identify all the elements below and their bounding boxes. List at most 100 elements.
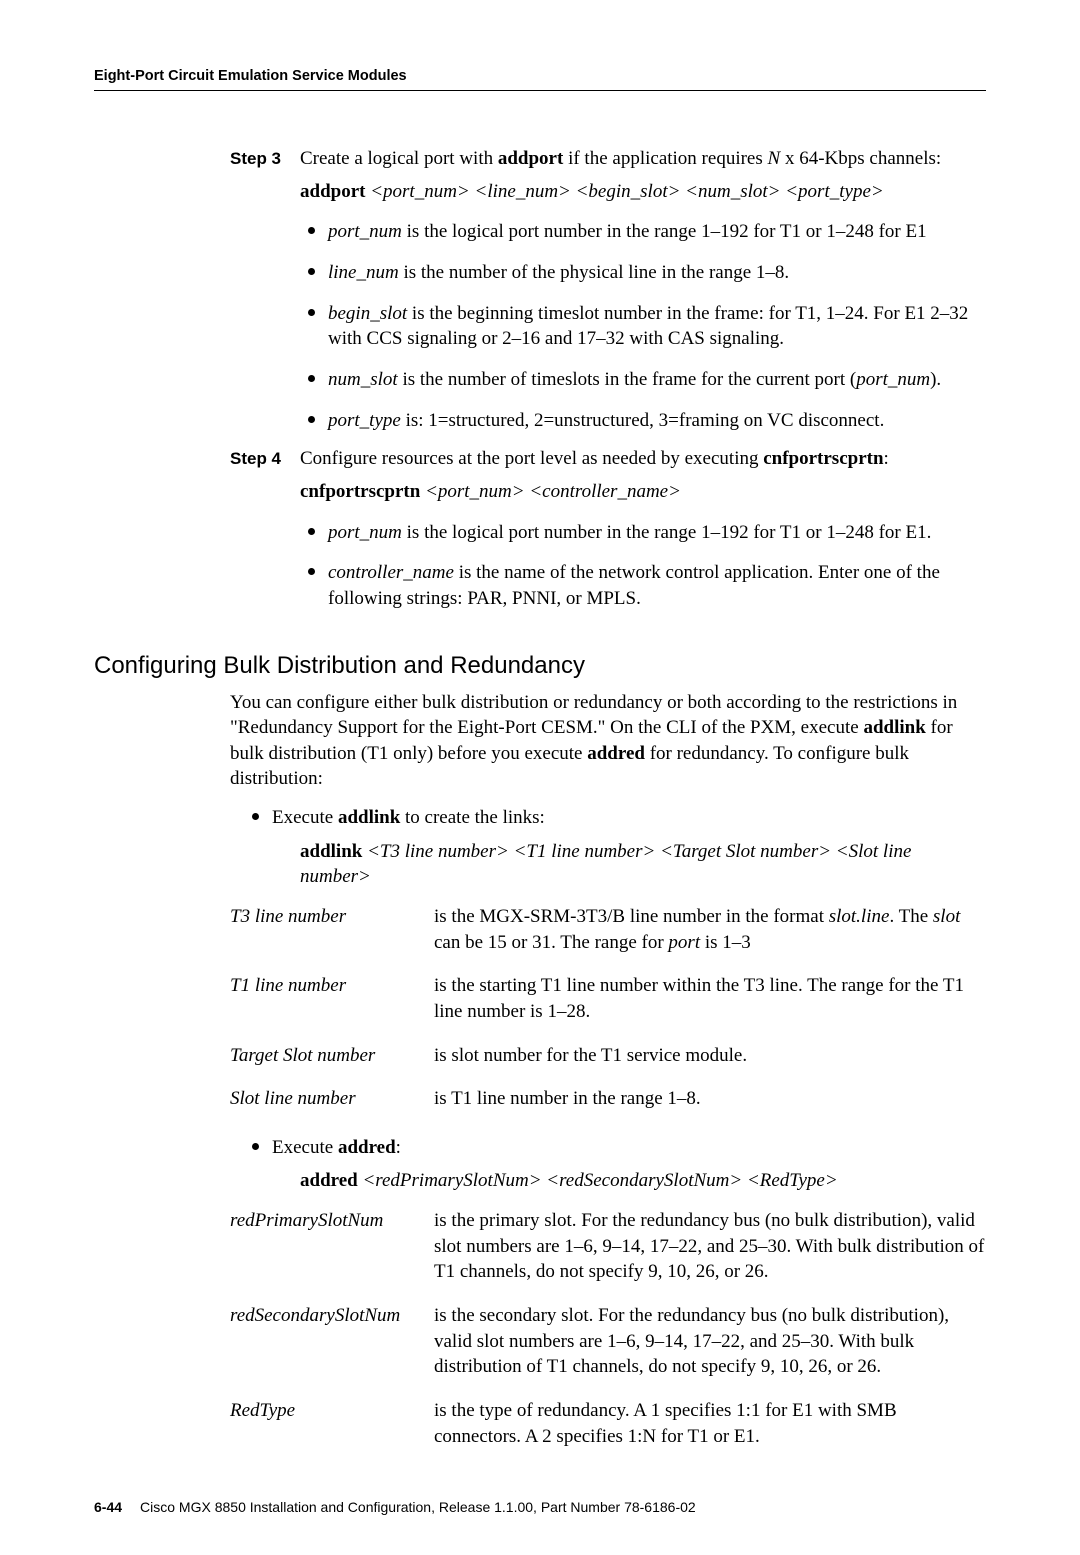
command: addlink <box>863 717 925 738</box>
list-item: controller_name is the name of the netwo… <box>328 555 986 611</box>
term: begin_slot <box>328 303 407 324</box>
list-item: Execute addlink to create the links: add… <box>272 800 986 890</box>
step-label: Step 3 <box>230 149 300 169</box>
args: <redPrimarySlotNum> <redSecondarySlotNum… <box>358 1170 838 1191</box>
addlink-block: Execute addlink to create the links: add… <box>244 800 986 890</box>
args: <port_num> <line_num> <begin_slot> <num_… <box>365 181 883 202</box>
addlink-syntax: addlink <T3 line number> <T1 line number… <box>300 839 986 890</box>
term: Slot line number <box>230 1088 434 1110</box>
text: ). <box>930 369 941 390</box>
text: You can configure either bulk distributi… <box>230 692 957 739</box>
list-item: port_type is: 1=structured, 2=unstructur… <box>328 403 986 434</box>
section-heading: Configuring Bulk Distribution and Redund… <box>94 652 986 680</box>
variable: N <box>768 148 781 169</box>
text: Create a logical port with <box>300 148 498 169</box>
desc: is the MGX-SRM-3T3/B line number in the … <box>434 904 986 955</box>
step-label: Step 4 <box>230 449 300 469</box>
step4-syntax: cnfportrscprtn <port_num> <controller_na… <box>300 480 986 505</box>
page-footer: 6-44 Cisco MGX 8850 Installation and Con… <box>94 1499 986 1515</box>
list-item: num_slot is the number of timeslots in t… <box>328 362 986 393</box>
command: cnfportrscprtn <box>300 481 420 502</box>
step-body: Configure resources at the port level as… <box>300 447 986 472</box>
list-item: line_num is the number of the physical l… <box>328 255 986 286</box>
term: redPrimarySlotNum <box>230 1210 434 1232</box>
command: addlink <box>338 807 400 828</box>
definition-row: T3 line number is the MGX-SRM-3T3/B line… <box>230 904 986 955</box>
step3-bullets: port_num is the logical port number in t… <box>300 214 986 433</box>
definition-row: redPrimarySlotNum is the primary slot. F… <box>230 1208 986 1285</box>
list-item: port_num is the logical port number in t… <box>328 515 986 546</box>
page-number: 6-44 <box>94 1499 122 1515</box>
desc: is T1 line number in the range 1–8. <box>434 1086 986 1112</box>
term: port_num <box>856 369 930 390</box>
addred-block: Execute addred: addred <redPrimarySlotNu… <box>244 1130 986 1194</box>
args: <T3 line number> <T1 line number> <Targe… <box>300 841 911 888</box>
desc: is the starting T1 line number within th… <box>434 973 986 1024</box>
definition-row: T1 line number is the starting T1 line n… <box>230 973 986 1024</box>
var: slot <box>933 906 960 927</box>
text: if the application requires <box>563 148 767 169</box>
text: is the MGX-SRM-3T3/B line number in the … <box>434 906 829 927</box>
text: can be 15 or 31. The range for <box>434 932 668 953</box>
desc: is slot number for the T1 service module… <box>434 1043 986 1069</box>
definition-row: RedType is the type of redundancy. A 1 s… <box>230 1398 986 1449</box>
footer-text: Cisco MGX 8850 Installation and Configur… <box>140 1499 696 1515</box>
term: RedType <box>230 1400 434 1422</box>
text: is 1–3 <box>700 932 751 953</box>
text: is the number of the physical line in th… <box>399 262 789 283</box>
definition-row: Slot line number is T1 line number in th… <box>230 1086 986 1112</box>
term: Target Slot number <box>230 1045 434 1067</box>
term: T3 line number <box>230 906 434 928</box>
command: addport <box>300 181 365 202</box>
command: addport <box>498 148 563 169</box>
text: is: 1=structured, 2=unstructured, 3=fram… <box>401 410 885 431</box>
command: addred <box>587 743 645 764</box>
list-item: Execute addred: addred <redPrimarySlotNu… <box>272 1130 986 1194</box>
addlink-definitions: T3 line number is the MGX-SRM-3T3/B line… <box>230 904 986 1112</box>
term: T1 line number <box>230 975 434 997</box>
term: port_num <box>328 522 402 543</box>
list-item: begin_slot is the beginning timeslot num… <box>328 296 986 352</box>
term: controller_name <box>328 562 454 583</box>
step3-syntax: addport <port_num> <line_num> <begin_slo… <box>300 180 986 205</box>
command: addred <box>338 1137 396 1158</box>
step-body: Create a logical port with addport if th… <box>300 147 986 172</box>
command: cnfportrscprtn <box>763 448 883 469</box>
text: . The <box>889 906 932 927</box>
var: port <box>668 932 700 953</box>
term: port_num <box>328 221 402 242</box>
definition-row: Target Slot number is slot number for th… <box>230 1043 986 1069</box>
step4-bullets: port_num is the logical port number in t… <box>300 515 986 612</box>
desc: is the type of redundancy. A 1 specifies… <box>434 1398 986 1449</box>
document-page: Eight-Port Circuit Emulation Service Mod… <box>0 0 1080 1555</box>
list-item: port_num is the logical port number in t… <box>328 214 986 245</box>
step-3: Step 3 Create a logical port with addpor… <box>94 147 986 172</box>
text: is the beginning timeslot number in the … <box>328 303 968 350</box>
term: redSecondarySlotNum <box>230 1305 434 1327</box>
term: num_slot <box>328 369 398 390</box>
term: port_type <box>328 410 401 431</box>
command: addred <box>300 1170 358 1191</box>
desc: is the secondary slot. For the redundanc… <box>434 1303 986 1380</box>
command: addlink <box>300 841 362 862</box>
page-header: Eight-Port Circuit Emulation Service Mod… <box>94 68 986 91</box>
text: x 64-Kbps channels: <box>780 148 941 169</box>
text: Configure resources at the port level as… <box>300 448 763 469</box>
addred-definitions: redPrimarySlotNum is the primary slot. F… <box>230 1208 986 1449</box>
text: Execute <box>272 807 338 828</box>
definition-row: redSecondarySlotNum is the secondary slo… <box>230 1303 986 1380</box>
section-paragraph: You can configure either bulk distributi… <box>230 690 986 793</box>
args: <port_num> <controller_name> <box>420 481 681 502</box>
text: is the logical port number in the range … <box>402 221 927 242</box>
term: line_num <box>328 262 399 283</box>
text: is the number of timeslots in the frame … <box>398 369 857 390</box>
text: is the logical port number in the range … <box>402 522 931 543</box>
desc: is the primary slot. For the redundancy … <box>434 1208 986 1285</box>
text: to create the links: <box>400 807 545 828</box>
step-4: Step 4 Configure resources at the port l… <box>94 447 986 472</box>
addred-syntax: addred <redPrimarySlotNum> <redSecondary… <box>300 1168 986 1194</box>
text: : <box>396 1137 401 1158</box>
var: slot.line <box>829 906 890 927</box>
text: : <box>884 448 889 469</box>
text: Execute <box>272 1137 338 1158</box>
